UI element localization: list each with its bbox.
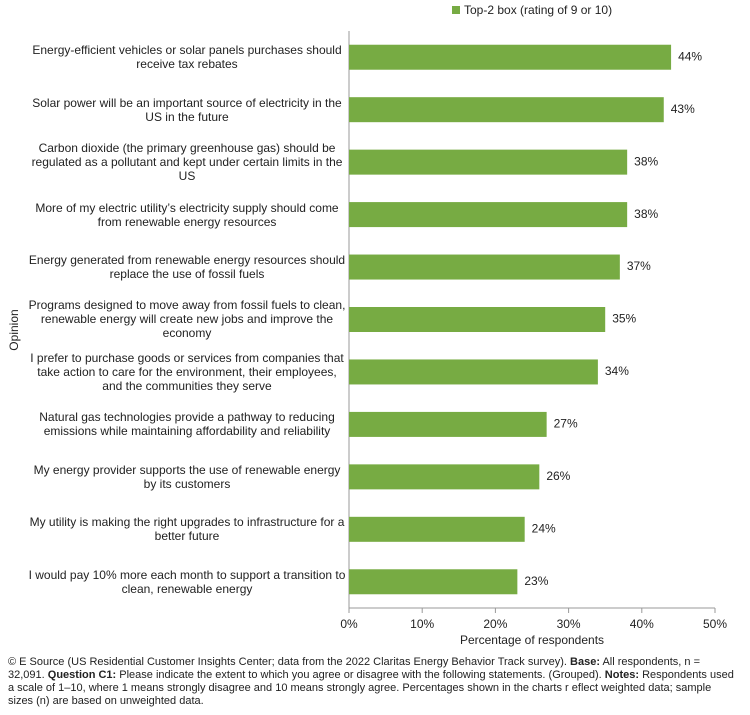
y-tick-label: Natural gas technologies provide a pathw… bbox=[39, 410, 335, 439]
y-tick-label: Carbon dioxide (the primary greenhouse g… bbox=[31, 141, 343, 184]
y-tick-label: Programs designed to move away from foss… bbox=[28, 298, 346, 341]
footnote: © E Source (US Residential Customer Insi… bbox=[8, 656, 736, 708]
value-label: 35% bbox=[612, 312, 636, 326]
x-tick-label: 10% bbox=[410, 617, 434, 631]
footnote-text: All respondents, n = 32,091. bbox=[8, 656, 700, 681]
x-tick-label: 0% bbox=[340, 617, 358, 631]
value-label: 24% bbox=[532, 521, 556, 535]
bar bbox=[349, 149, 628, 175]
bar bbox=[349, 202, 628, 228]
bar bbox=[349, 359, 598, 385]
value-label: 38% bbox=[634, 154, 658, 168]
value-label: 26% bbox=[546, 469, 570, 483]
value-label: 43% bbox=[671, 102, 695, 116]
footnote-text: © E Source (US Residential Customer Insi… bbox=[8, 656, 567, 668]
bar bbox=[349, 411, 547, 437]
value-label: 34% bbox=[605, 364, 629, 378]
legend-label: Top-2 box (rating of 9 or 10) bbox=[464, 3, 612, 17]
bar bbox=[349, 254, 620, 280]
chart: 0% 10% 20% 30% 40% 50% Percentage of responden… bbox=[7, 3, 727, 647]
y-tick-label: I prefer to purchase goods or services f… bbox=[30, 350, 344, 393]
footnote-label: Question C1: bbox=[47, 669, 117, 681]
value-label: 44% bbox=[678, 49, 702, 63]
footnote-text: Please indicate the extent to which you … bbox=[119, 669, 602, 681]
y-tick-label: Energy generated from renewable energy r… bbox=[28, 253, 346, 282]
value-label: 23% bbox=[524, 574, 548, 588]
value-label: 37% bbox=[627, 259, 651, 273]
footnote-label: Base: bbox=[570, 656, 600, 668]
value-label: 38% bbox=[634, 207, 658, 221]
y-tick-label: My energy provider supports the use of r… bbox=[33, 462, 341, 491]
value-label: 27% bbox=[554, 417, 578, 431]
x-tick-label: 40% bbox=[630, 617, 654, 631]
bar bbox=[349, 307, 606, 332]
footnote-text: Respondents used a scale of 1–10, where … bbox=[8, 669, 734, 707]
x-tick-label: 50% bbox=[703, 617, 727, 631]
y-tick-label: Energy-efficient vehicles or solar panel… bbox=[32, 43, 342, 72]
y-tick-label: I would pay 10% more each month to suppo… bbox=[28, 567, 346, 596]
y-axis-title: Opinion bbox=[7, 309, 21, 350]
bar bbox=[349, 464, 540, 490]
bar bbox=[349, 569, 518, 595]
bar bbox=[349, 97, 664, 123]
legend-swatch bbox=[452, 6, 460, 14]
y-tick-label: Solar power will be an important source … bbox=[32, 95, 342, 124]
footnote-label: Notes: bbox=[604, 669, 640, 681]
x-tick-label: 30% bbox=[557, 617, 581, 631]
x-axis-title: Percentage of respondents bbox=[460, 633, 604, 647]
y-tick-label: More of my electric utility’s electricit… bbox=[35, 200, 339, 229]
bar bbox=[349, 44, 672, 70]
x-tick-label: 20% bbox=[483, 617, 507, 631]
y-tick-label: My utility is making the right upgrades … bbox=[29, 515, 345, 544]
bar bbox=[349, 516, 525, 542]
